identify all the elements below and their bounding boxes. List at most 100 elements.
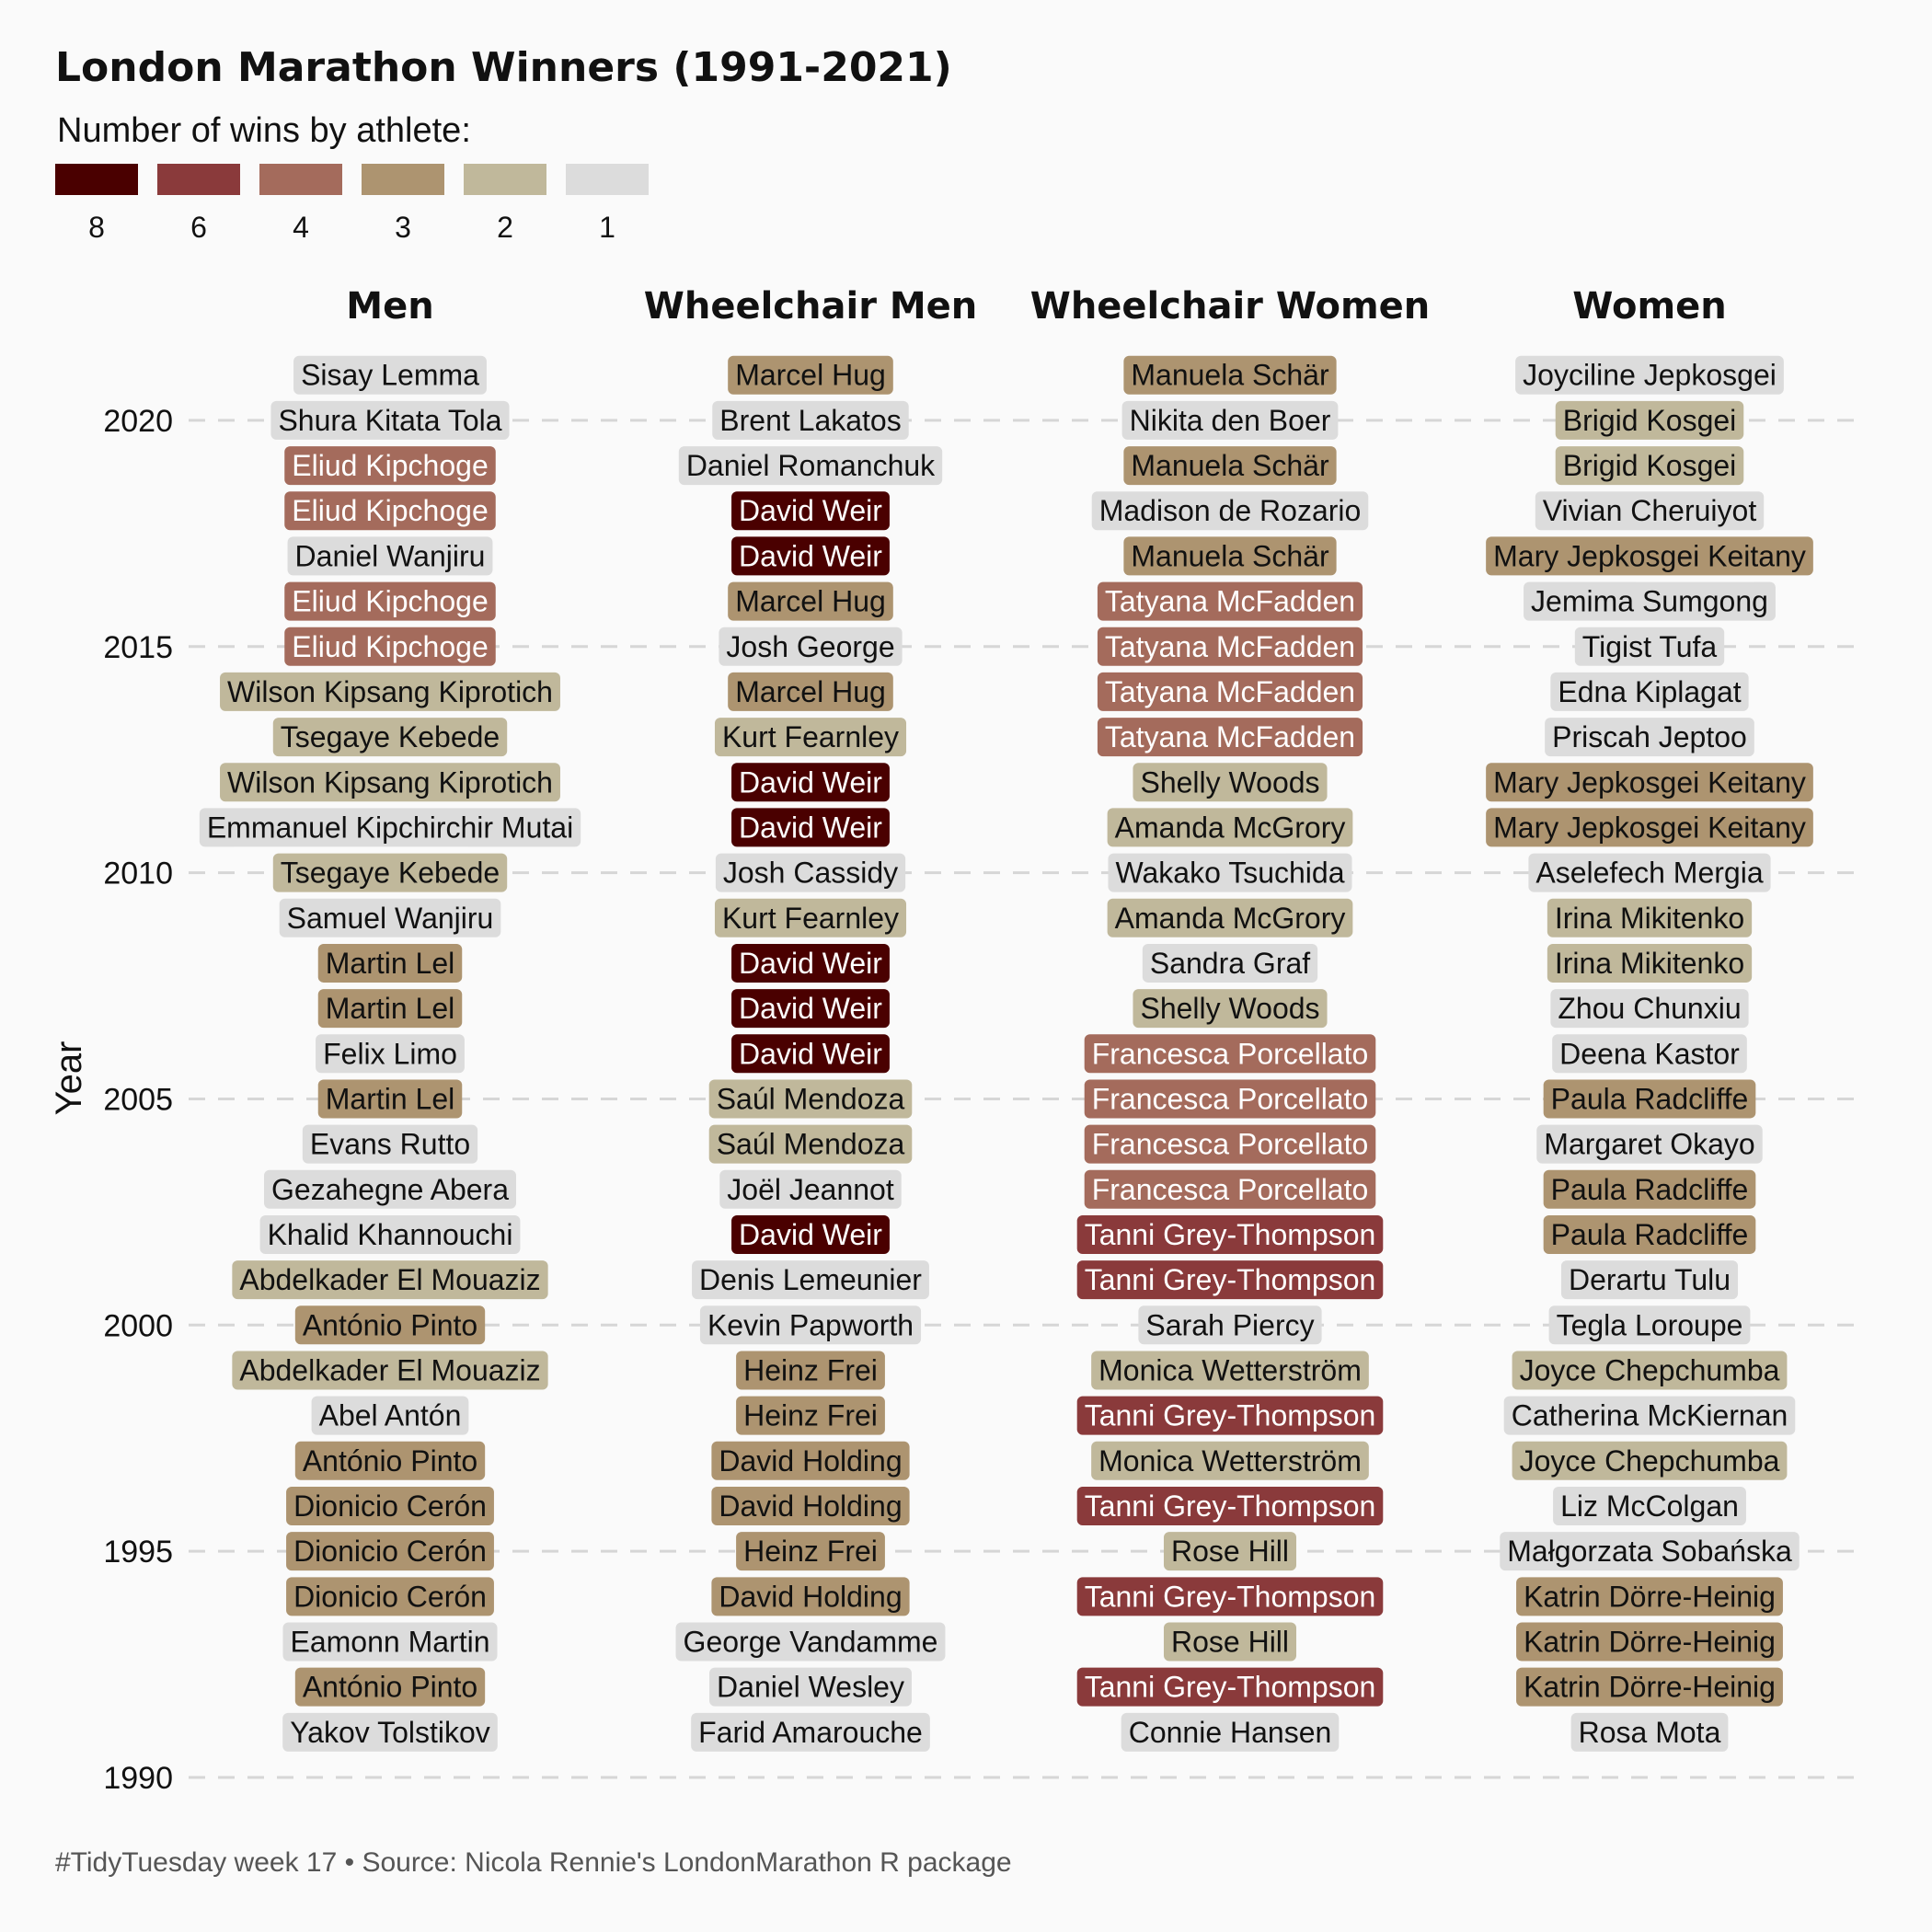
winner-name: Shelly Woods bbox=[1140, 992, 1319, 1025]
winner-badge bbox=[1121, 400, 1339, 440]
winner-badge bbox=[294, 1441, 486, 1480]
winner-badge bbox=[1121, 1712, 1340, 1752]
winner-name: Tsegaye Kebede bbox=[281, 857, 500, 890]
winner-badge bbox=[1084, 1079, 1376, 1119]
winner-name: Irina Mikitenko bbox=[1555, 902, 1744, 935]
winner-badge bbox=[1097, 672, 1363, 711]
winner-badge bbox=[1486, 808, 1813, 847]
winner-name: Daniel Romanchuk bbox=[686, 449, 936, 482]
winner-name: Brigid Kosgei bbox=[1563, 449, 1737, 482]
column-headers: Men Wheelchair Men Wheelchair Women Women bbox=[346, 285, 1726, 328]
winner-name: Denis Lemeunier bbox=[699, 1263, 922, 1296]
winner-badge bbox=[302, 1124, 478, 1164]
winner-name: David Weir bbox=[739, 992, 882, 1025]
winner-badge bbox=[272, 718, 508, 757]
winner-name: Eliud Kipchoge bbox=[292, 630, 488, 663]
winner-name: Jemima Sumgong bbox=[1531, 585, 1768, 618]
winner-name: Shelly Woods bbox=[1140, 765, 1319, 799]
winner-name: Abdelkader El Mouaziz bbox=[239, 1353, 540, 1386]
winner-badge bbox=[1550, 989, 1749, 1029]
winner-name: Paula Radcliffe bbox=[1551, 1082, 1749, 1115]
winner-name: Tigist Tufa bbox=[1582, 630, 1718, 663]
winner-name: Tanni Grey-Thompson bbox=[1085, 1218, 1376, 1251]
winner-name: Heinz Frei bbox=[743, 1535, 878, 1568]
winner-name: Mary Jepkosgei Keitany bbox=[1493, 765, 1806, 799]
winner-badge bbox=[282, 1712, 498, 1752]
winner-badge bbox=[731, 1214, 890, 1254]
winner-badge bbox=[1516, 1622, 1783, 1662]
column-header: Women bbox=[1572, 285, 1726, 328]
winner-badge bbox=[1543, 1079, 1756, 1119]
winner-name: Tegla Loroupe bbox=[1557, 1308, 1743, 1341]
winner-badge bbox=[284, 446, 496, 486]
winner-badge bbox=[719, 627, 903, 666]
winner-name: Francesca Porcellato bbox=[1092, 1082, 1369, 1115]
winner-badge bbox=[294, 1667, 486, 1707]
y-tick-label: 2000 bbox=[103, 1308, 173, 1343]
winner-badge bbox=[711, 1577, 910, 1616]
winner-badge bbox=[286, 1532, 494, 1571]
winner-badge bbox=[1138, 1305, 1322, 1345]
winner-badge bbox=[220, 672, 560, 711]
winner-badge bbox=[1076, 1214, 1384, 1254]
winner-name: Tanni Grey-Thompson bbox=[1085, 1489, 1376, 1523]
winner-badge bbox=[1097, 581, 1363, 621]
winner-name: Aselefech Mergia bbox=[1535, 857, 1763, 890]
winner-name: David Holding bbox=[719, 1444, 902, 1478]
winner-name: Mary Jepkosgei Keitany bbox=[1493, 539, 1806, 572]
winner-name: Francesca Porcellato bbox=[1092, 1128, 1369, 1161]
winner-name: Irina Mikitenko bbox=[1555, 947, 1744, 980]
winner-name: Priscah Jeptoo bbox=[1552, 720, 1747, 753]
winner-name: Rose Hill bbox=[1171, 1625, 1289, 1658]
winner-badge bbox=[272, 853, 508, 892]
winner-name: David Weir bbox=[739, 1218, 882, 1251]
winner-badge bbox=[1091, 1351, 1369, 1390]
winner-badge bbox=[1084, 1169, 1376, 1209]
winner-badge bbox=[731, 943, 890, 983]
legend-label: 6 bbox=[190, 211, 207, 244]
winner-badge bbox=[279, 898, 501, 937]
winner-badge bbox=[1500, 1532, 1800, 1571]
winner-name: Dionicio Cerón bbox=[293, 1535, 487, 1568]
winner-name: Wilson Kipsang Kiprotich bbox=[227, 675, 553, 708]
winner-name: Abdelkader El Mouaziz bbox=[239, 1263, 540, 1296]
winner-badge bbox=[1512, 1351, 1788, 1390]
winner-badge bbox=[1528, 853, 1771, 892]
winner-badge bbox=[1133, 763, 1328, 802]
winner-name: Paula Radcliffe bbox=[1551, 1173, 1749, 1206]
winner-badge bbox=[709, 1667, 912, 1707]
caption: #TidyTuesday week 17 • Source: Nicola Re… bbox=[55, 1847, 1012, 1878]
y-axis: 1990 1995 2000 2005 2010 2015 2020 bbox=[103, 404, 173, 1796]
legend-label: 3 bbox=[395, 211, 411, 244]
y-tick-label: 2015 bbox=[103, 630, 173, 665]
winner-badge bbox=[1512, 1441, 1788, 1480]
winner-badge bbox=[1552, 1034, 1747, 1074]
winner-name: Kevin Papworth bbox=[707, 1308, 914, 1341]
legend-label: 8 bbox=[88, 211, 105, 244]
winner-name: Martin Lel bbox=[326, 992, 455, 1025]
winner-name: Francesca Porcellato bbox=[1092, 1037, 1369, 1070]
winner-name: Edna Kiplagat bbox=[1558, 675, 1741, 708]
winner-name: Joyciline Jepkosgei bbox=[1523, 359, 1777, 392]
legend-label: 2 bbox=[497, 211, 513, 244]
winner-badge bbox=[711, 1441, 910, 1480]
winner-badge bbox=[1503, 1396, 1796, 1435]
winner-name: Shura Kitata Tola bbox=[278, 404, 501, 437]
winner-name: Małgorzata Sobańska bbox=[1507, 1535, 1792, 1568]
winner-name: Brent Lakatos bbox=[719, 404, 901, 437]
legend-swatch bbox=[157, 164, 240, 195]
winner-badge bbox=[199, 808, 581, 847]
winner-badge bbox=[1123, 355, 1337, 395]
winner-badge bbox=[692, 1260, 929, 1300]
winner-badge bbox=[284, 627, 496, 666]
winner-name: Marcel Hug bbox=[735, 585, 886, 618]
winner-badge bbox=[736, 1396, 885, 1435]
winner-badge bbox=[731, 1034, 890, 1074]
winner-badge bbox=[1550, 672, 1749, 711]
winner-badge bbox=[1543, 1214, 1756, 1254]
y-tick-label: 1990 bbox=[103, 1761, 173, 1796]
winner-badge bbox=[1535, 491, 1765, 531]
winner-badge bbox=[1547, 898, 1753, 937]
winner-name: Connie Hansen bbox=[1129, 1716, 1332, 1749]
